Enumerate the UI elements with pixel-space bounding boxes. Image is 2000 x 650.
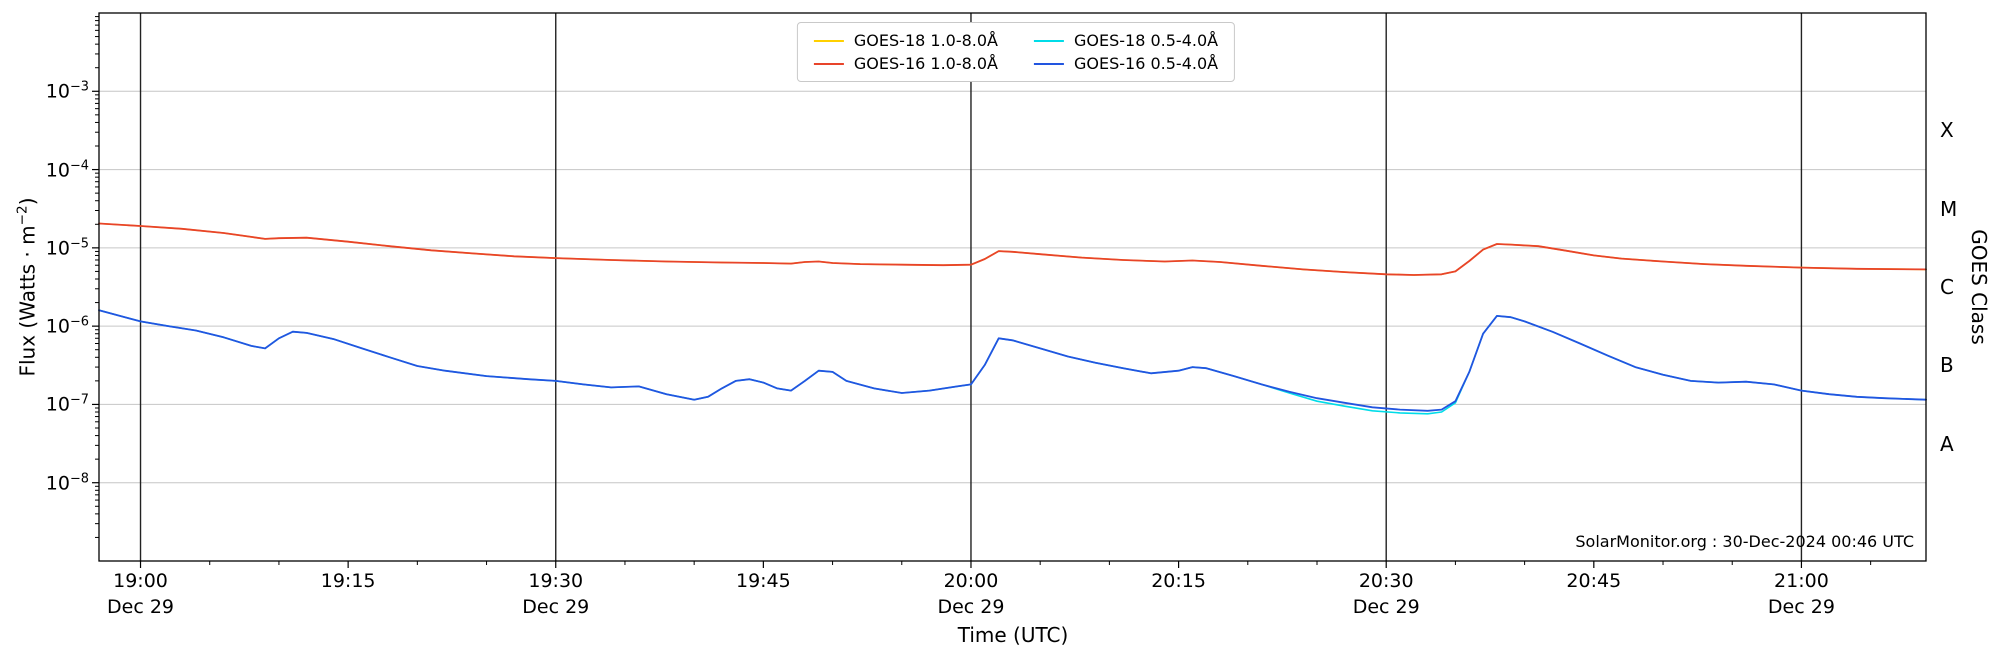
x-date-label: Dec 29 (1767, 596, 1835, 618)
goes-class-label-c: C (1940, 275, 1954, 299)
y-axis-title-text: Flux (Watts · m (15, 225, 40, 377)
x-date-label: Dec 29 (107, 596, 175, 618)
series-line-goes-16-1.0-8.0 (98, 222, 1927, 276)
plot-border (98, 12, 1927, 562)
x-date-label: Dec 29 (1352, 596, 1420, 618)
legend-label: GOES-16 0.5-4.0Å (1074, 54, 1219, 73)
y-axis-title-suffix: ) (15, 197, 40, 206)
legend-label: GOES-18 1.0-8.0Å (853, 31, 998, 50)
x-date-label: Dec 29 (937, 596, 1005, 618)
x-tick-label: 19:00 (113, 570, 168, 592)
watermark: SolarMonitor.org : 30-Dec-2024 00:46 UTC (1575, 532, 1914, 551)
x-tick-label: 21:00 (1774, 570, 1829, 592)
y-tick-exponent: −3 (69, 79, 89, 95)
x-tick-label: 20:30 (1358, 570, 1414, 592)
x-tick-label: 19:45 (735, 570, 791, 592)
y-tick-base: 10 (45, 80, 70, 103)
y-tick-exponent: −7 (69, 392, 89, 408)
y-tick-base: 10 (45, 159, 70, 182)
y-tick-base: 10 (45, 315, 70, 338)
x-tick-label: 20:45 (1566, 570, 1622, 592)
x-axis-title: Time (UTC) (957, 623, 1069, 647)
x-date-label: Dec 29 (522, 596, 590, 618)
y-tick-base: 10 (45, 394, 70, 417)
y-tick-label: 10−8 (46, 471, 89, 494)
y-tick-label: 10−5 (46, 236, 89, 259)
legend-line-swatch (813, 62, 844, 65)
x-tick-label: 19:15 (320, 570, 376, 592)
y-tick-exponent: −8 (69, 471, 89, 487)
x-tick-label: 20:00 (943, 570, 999, 592)
y-tick-label: 10−3 (46, 80, 89, 103)
legend-label: GOES-18 0.5-4.0Å (1074, 31, 1219, 50)
legend: GOES-18 1.0-8.0Å GOES-18 0.5-4.0Å GOES-16 … (796, 22, 1236, 82)
legend-item: GOES-18 0.5-4.0Å (1034, 31, 1218, 50)
y-tick-exponent: −6 (69, 314, 89, 330)
y-axis-title: Flux (Watts · m−2) (15, 197, 40, 376)
y-tick-base: 10 (45, 472, 70, 495)
series-line-goes-18-1.0-8.0 (98, 222, 1927, 276)
goes-class-label-a: A (1940, 431, 1954, 456)
legend-line-swatch (813, 39, 844, 42)
series-line-goes-16-0.5-4.0 (98, 309, 1927, 412)
y-tick-base: 10 (45, 237, 70, 260)
y-tick-exponent: −4 (69, 157, 89, 173)
legend-label: GOES-16 1.0-8.0Å (853, 54, 998, 73)
y-axis-title-superscript: −2 (14, 205, 31, 226)
legend-item: GOES-16 0.5-4.0Å (1034, 54, 1218, 73)
goes-class-label-m: M (1940, 196, 1958, 221)
y-tick-label: 10−4 (46, 158, 89, 181)
goes-class-label-b: B (1940, 353, 1954, 378)
y-tick-label: 10−7 (46, 393, 89, 416)
right-axis-title: GOES Class (1967, 229, 1991, 345)
x-tick-label: 19:30 (528, 570, 584, 592)
legend-line-swatch (1034, 62, 1064, 65)
legend-line-swatch (1034, 39, 1064, 42)
goes-class-label-x: X (1940, 118, 1954, 143)
x-tick-label: 20:15 (1151, 570, 1206, 592)
y-tick-exponent: −5 (69, 236, 89, 252)
legend-item: GOES-18 1.0-8.0Å (813, 31, 998, 50)
y-tick-label: 10−6 (46, 314, 89, 337)
legend-item: GOES-16 1.0-8.0Å (813, 54, 998, 73)
